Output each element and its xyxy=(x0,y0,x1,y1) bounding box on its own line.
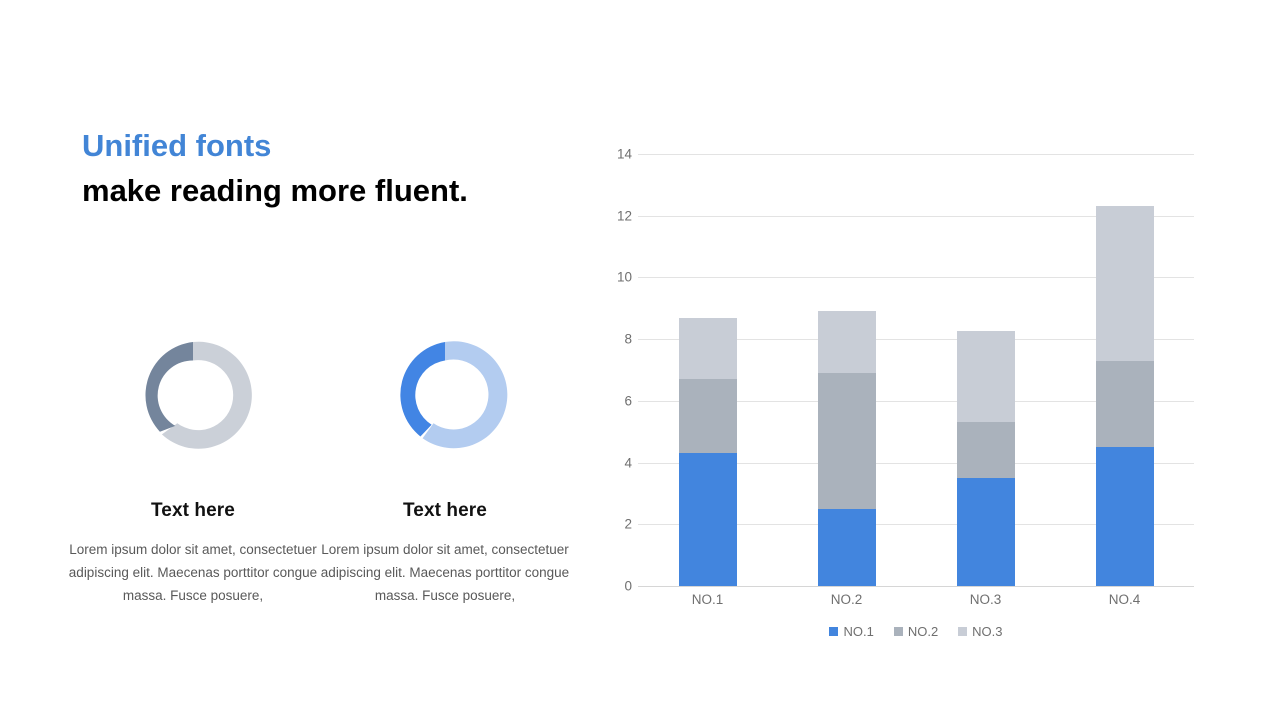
donut-1-svg xyxy=(145,341,252,449)
gridline-6 xyxy=(638,400,1194,402)
donut-2-caption-title: Text here xyxy=(403,500,487,521)
bar-NO.1[interactable] xyxy=(678,154,737,586)
bar-segment-NO.1-NO.1[interactable] xyxy=(678,453,737,586)
gridline-12 xyxy=(638,215,1194,217)
bar-segment-NO.4-NO.1[interactable] xyxy=(1095,447,1154,586)
donut-charts-row xyxy=(0,318,580,493)
donut-chart-2 xyxy=(365,318,525,473)
bar-NO.3[interactable] xyxy=(956,154,1015,586)
y-tick-label-2: 2 xyxy=(624,516,632,532)
legend-item-NO.3[interactable]: NO.3 xyxy=(958,624,1003,639)
x-axis-labels: NO.1 NO.2 NO.3 NO.4 xyxy=(638,592,1194,618)
legend-label-NO.3: NO.3 xyxy=(972,624,1003,639)
y-tick-label-0: 0 xyxy=(624,578,632,594)
gridline-14 xyxy=(638,154,1194,155)
donut-2-caption-body: Lorem ipsum dolor sit amet, consectetuer… xyxy=(320,542,570,604)
page-title-accent: Unified fonts xyxy=(82,128,272,163)
donut-chart-1 xyxy=(113,318,273,473)
bar-segment-NO.2-NO.2[interactable] xyxy=(817,373,876,509)
y-tick-label-10: 10 xyxy=(616,269,632,285)
bar-segment-NO.2-NO.3[interactable] xyxy=(817,311,876,374)
bar-segment-NO.1-NO.2[interactable] xyxy=(678,379,737,454)
donut-1-segment-2 xyxy=(161,341,252,449)
bar-NO.4[interactable] xyxy=(1095,154,1154,586)
y-tick-label-14: 14 xyxy=(616,146,632,162)
donut-2-caption: Text here Lorem ipsum dolor sit amet, co… xyxy=(311,500,579,608)
chart-plot-area xyxy=(638,154,1194,587)
bar-segment-NO.3-NO.2[interactable] xyxy=(956,422,1015,478)
x-axis-label-NO.3: NO.3 xyxy=(969,592,1002,607)
donut-1-segment-1 xyxy=(145,342,193,432)
donut-2-svg xyxy=(400,341,508,449)
donut-2-segment-2 xyxy=(422,341,508,449)
gridline-4 xyxy=(638,462,1194,464)
bar-segment-NO.4-NO.2[interactable] xyxy=(1095,360,1154,448)
bar-segment-NO.2-NO.1[interactable] xyxy=(817,508,876,586)
legend-swatch-NO.2 xyxy=(893,627,903,636)
y-tick-label-6: 6 xyxy=(624,393,632,409)
x-axis-label-NO.4: NO.4 xyxy=(1108,592,1141,607)
y-tick-label-8: 8 xyxy=(624,331,632,347)
gridline-10 xyxy=(638,277,1194,279)
bar-segment-NO.1-NO.3[interactable] xyxy=(678,317,737,380)
bar-segment-NO.4-NO.3[interactable] xyxy=(1095,206,1154,361)
chart-legend: NO.1 NO.2 NO.3 xyxy=(638,624,1194,639)
legend-item-NO.2[interactable]: NO.2 xyxy=(893,624,939,639)
donut-1-caption-body: Lorem ipsum dolor sit amet, consectetuer… xyxy=(68,542,318,604)
x-axis-label-NO.1: NO.1 xyxy=(691,592,724,607)
bar-NO.2[interactable] xyxy=(817,154,876,586)
page-title: Unified fonts make reading more fluent. xyxy=(82,124,502,214)
legend-label-NO.2: NO.2 xyxy=(907,624,939,639)
bar-segment-NO.3-NO.1[interactable] xyxy=(956,478,1015,586)
y-axis-ticks: 0 2 4 6 8 10 12 14 xyxy=(588,147,632,594)
bar-segment-NO.3-NO.3[interactable] xyxy=(956,331,1015,423)
legend-swatch-NO.1 xyxy=(829,627,839,636)
donut-2-segment-1 xyxy=(400,342,445,437)
legend-label-NO.1: NO.1 xyxy=(843,624,874,639)
gridline-0 xyxy=(638,586,1194,587)
gridline-8 xyxy=(638,339,1194,341)
donut-1-caption-title: Text here xyxy=(151,500,235,521)
donut-1-caption: Text here Lorem ipsum dolor sit amet, co… xyxy=(59,500,327,608)
page-title-rest: make reading more fluent. xyxy=(82,172,468,208)
y-tick-label-12: 12 xyxy=(616,208,632,224)
legend-swatch-NO.3 xyxy=(958,627,968,636)
legend-item-NO.1[interactable]: NO.1 xyxy=(829,624,874,639)
gridline-2 xyxy=(638,524,1194,526)
left-column: Unified fonts make reading more fluent. xyxy=(0,0,580,720)
y-tick-label-4: 4 xyxy=(624,455,632,471)
stacked-bar-chart: 0 2 4 6 8 10 12 14 NO.1 NO.2 NO.3 NO.4 NO.1 NO.2 NO.… xyxy=(588,120,1248,660)
x-axis-label-NO.2: NO.2 xyxy=(830,592,863,607)
